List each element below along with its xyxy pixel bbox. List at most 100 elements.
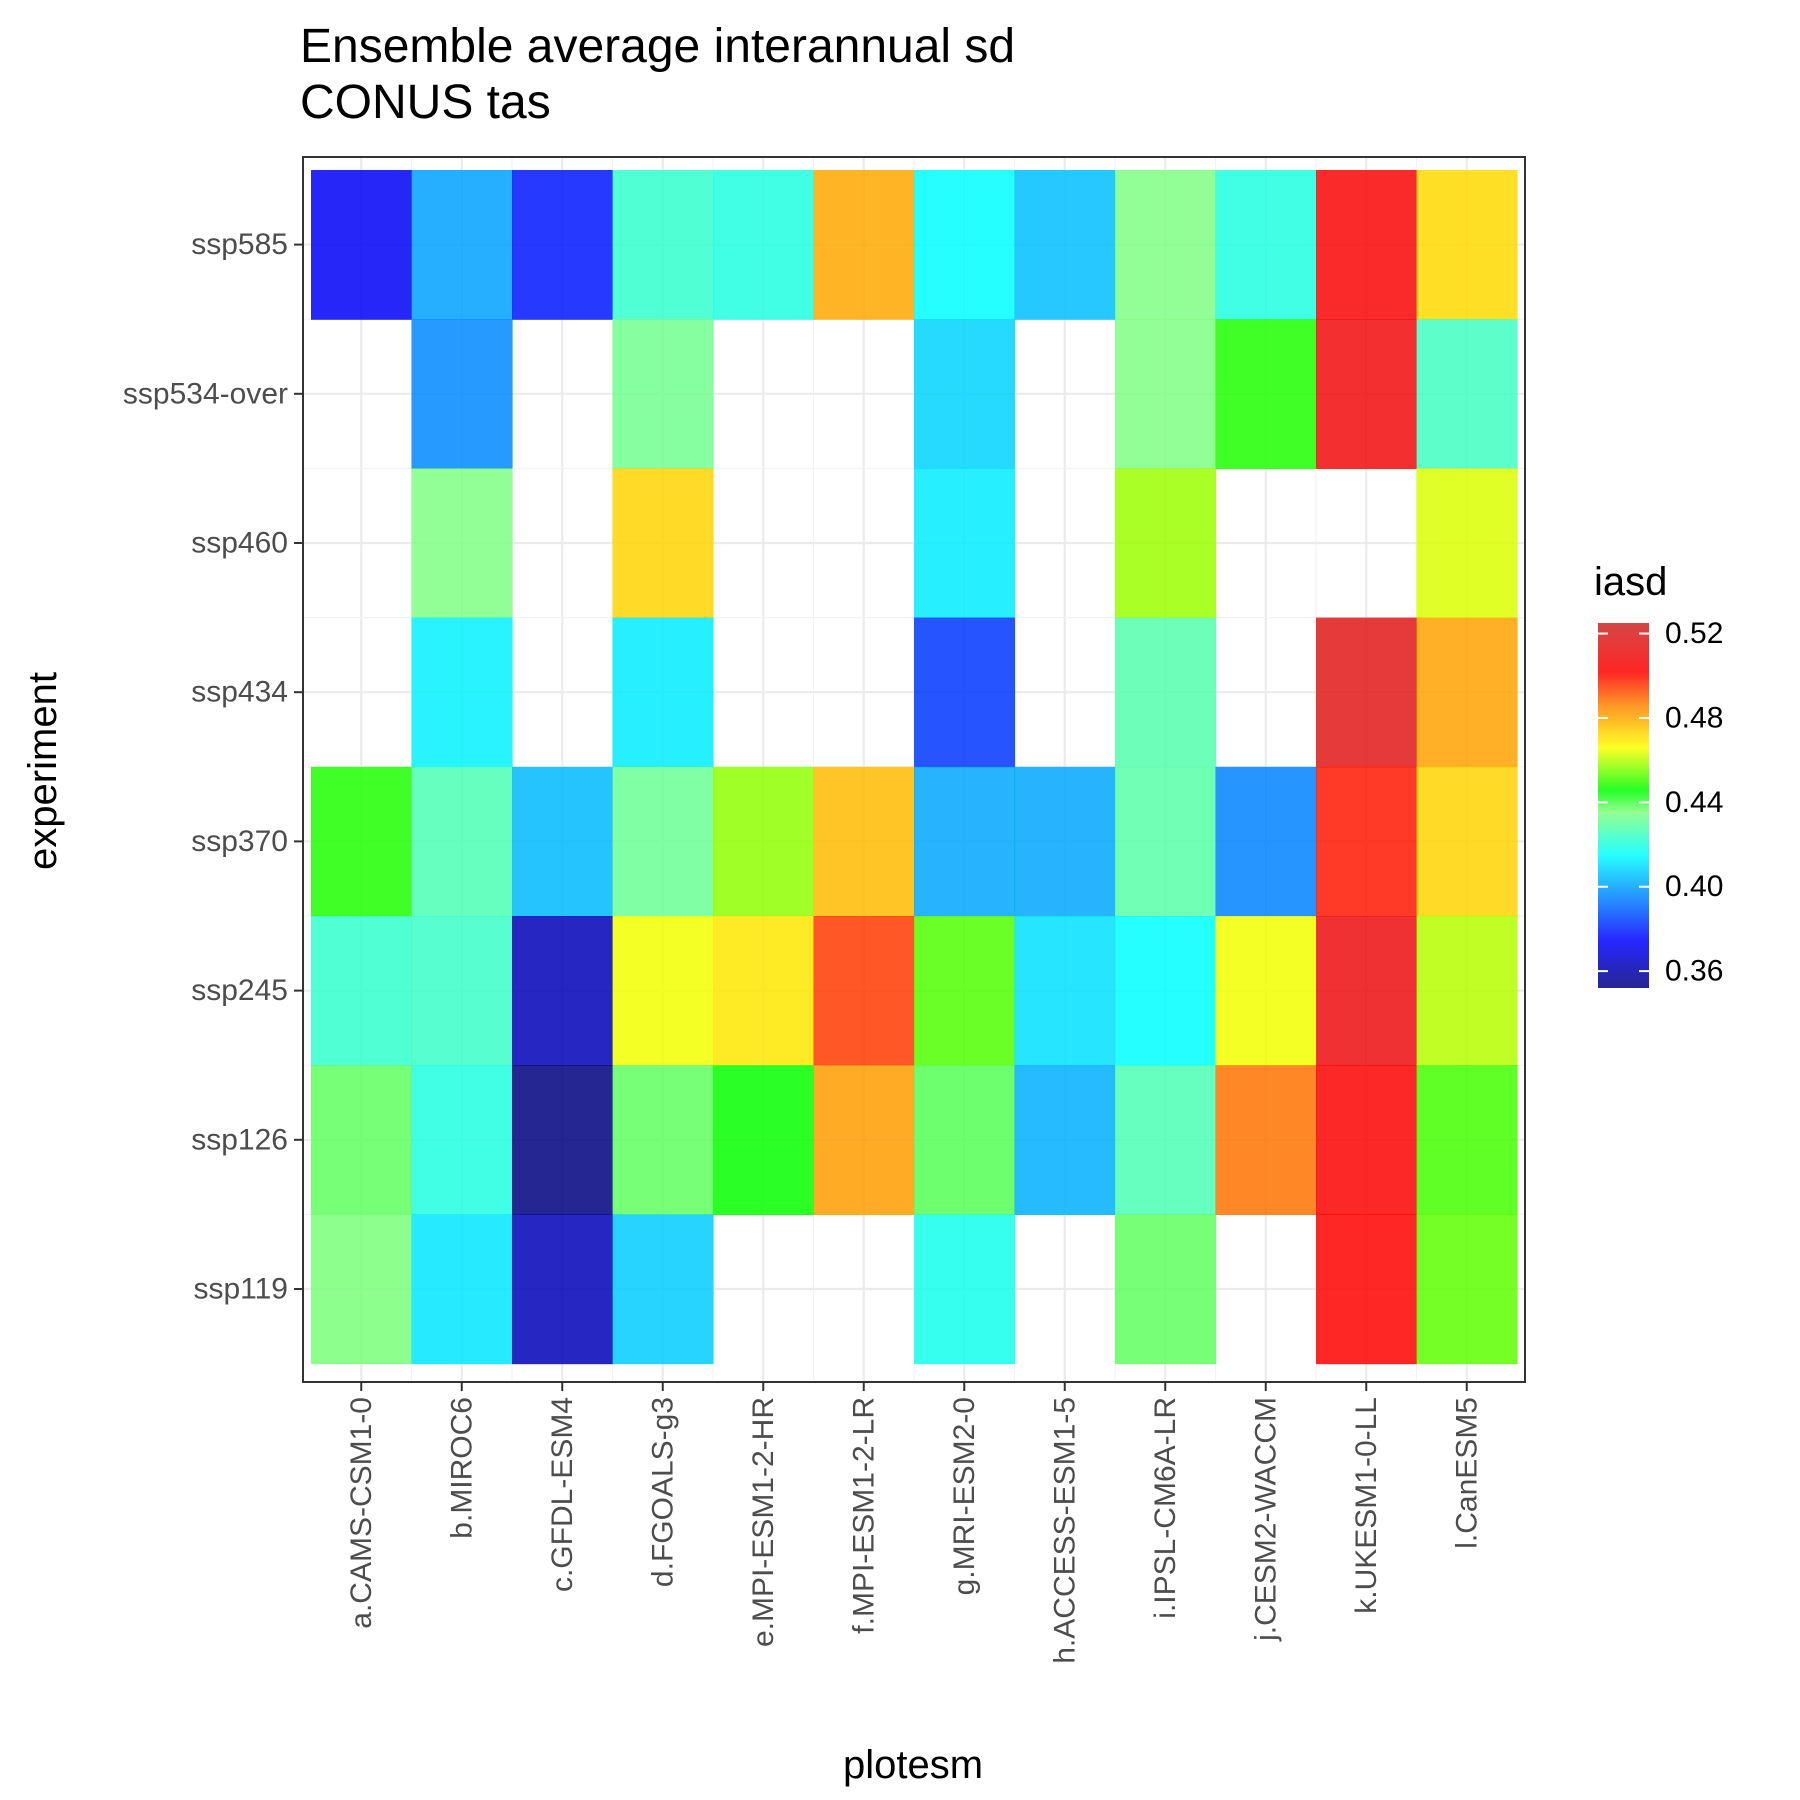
heatmap-cell-ssp434-g-mri-esm2-0 [914,617,1016,768]
heatmap-cell-ssp245-k-ukesm1-0-ll [1316,916,1418,1066]
heatmap-cell-ssp534-over-k-ukesm1-0-ll [1316,319,1418,469]
heatmap-cell-ssp126-c-gfdl-esm4 [512,1065,614,1215]
heatmap-cell-ssp126-l-canesm5 [1416,1065,1518,1215]
x-tick-label: d.FGOALS-g3 [646,1397,679,1587]
heatmap-cell-ssp585-k-ukesm1-0-ll [1316,170,1418,320]
x-tick-label: a.CAMS-CSM1-0 [345,1397,378,1629]
heatmap-cell-ssp370-a-cams-csm1-0 [311,766,413,917]
heatmap-cell-ssp534-over-d-fgoals-g3 [612,319,714,469]
heatmap-cell-ssp370-g-mri-esm2-0 [914,766,1016,917]
heatmap-cell-ssp126-i-ipsl-cm6a-lr [1115,1065,1217,1215]
x-axis-ticks: a.CAMS-CSM1-0 b.MIROC6 c.GFDL-ESM4 d.FGOALS… [345,1382,1483,1664]
x-tick-label: j.CESM2-WACCM [1249,1397,1282,1642]
heatmap-cell-ssp585-e-mpi-esm1-2-hr [713,170,815,320]
y-tick-label: ssp119 [193,1273,288,1306]
legend-title: iasd [1594,560,1667,604]
heatmap-cell-ssp126-h-access-esm1-5 [1014,1065,1116,1215]
heatmap-cell-ssp434-i-ipsl-cm6a-lr [1115,617,1217,768]
heatmap-cell-ssp460-g-mri-esm2-0 [914,468,1016,619]
x-tick-label: f.MPI-ESM1-2-LR [847,1397,880,1634]
heatmap-cell-ssp460-i-ipsl-cm6a-lr [1115,468,1217,619]
y-tick-label: ssp126 [191,1123,288,1156]
y-axis-title: experiment [21,672,65,870]
heatmap-cell-ssp534-over-b-miroc6 [411,319,513,469]
heatmap-cell-ssp585-a-cams-csm1-0 [311,170,413,320]
heatmap-cell-ssp119-g-mri-esm2-0 [914,1214,1016,1365]
heatmap-cell-ssp370-b-miroc6 [411,766,513,917]
heatmap-cell-ssp119-a-cams-csm1-0 [311,1214,413,1365]
heatmap-cell-ssp370-l-canesm5 [1416,766,1518,917]
heatmap-cell-ssp245-l-canesm5 [1416,916,1518,1066]
heatmap-cell-ssp585-l-canesm5 [1416,170,1518,320]
heatmap-cell-ssp245-e-mpi-esm1-2-hr [713,916,815,1066]
heatmap-cell-ssp245-g-mri-esm2-0 [914,916,1016,1066]
x-tick-label: l.CanESM5 [1450,1397,1483,1549]
y-tick-label: ssp585 [191,228,288,261]
heatmap-cell-ssp245-c-gfdl-esm4 [512,916,614,1066]
x-tick-label: g.MRI-ESM2-0 [948,1397,981,1595]
heatmap-cell-ssp245-d-fgoals-g3 [612,916,714,1066]
heatmap-cell-ssp126-d-fgoals-g3 [612,1065,714,1215]
y-tick-label: ssp245 [191,974,288,1007]
x-tick-label: b.MIROC6 [445,1397,478,1539]
heatmap-cell-ssp245-a-cams-csm1-0 [311,916,413,1066]
heatmap-cell-ssp585-g-mri-esm2-0 [914,170,1016,320]
heatmap-cell-ssp434-l-canesm5 [1416,617,1518,768]
heatmap-cell-ssp434-d-fgoals-g3 [612,617,714,768]
color-legend: iasd 0.36 0.40 0.44 0.48 0.52 [1594,560,1723,988]
heatmap-cell-ssp126-k-ukesm1-0-ll [1316,1065,1418,1215]
legend-tick-label: 0.48 [1665,701,1723,734]
legend-tick-label: 0.40 [1665,870,1723,903]
legend-tick-label: 0.36 [1665,955,1723,988]
heatmap-cell-ssp585-i-ipsl-cm6a-lr [1115,170,1217,320]
heatmap-cell-ssp126-b-miroc6 [411,1065,513,1215]
heatmap-cell-ssp126-j-cesm2-waccm [1215,1065,1317,1215]
x-tick-label: h.ACCESS-ESM1-5 [1048,1397,1081,1664]
legend-colorbar [1598,623,1649,988]
heatmap-cell-ssp370-e-mpi-esm1-2-hr [713,766,815,917]
heatmap-cell-ssp460-d-fgoals-g3 [612,468,714,619]
heatmap-cell-ssp585-h-access-esm1-5 [1014,170,1116,320]
heatmap-cell-ssp245-i-ipsl-cm6a-lr [1115,916,1217,1066]
heatmap-cell-ssp460-l-canesm5 [1416,468,1518,619]
y-tick-label: ssp534-over [123,377,288,410]
heatmap-cell-ssp370-f-mpi-esm1-2-lr [813,766,915,917]
heatmap-cell-ssp585-b-miroc6 [411,170,513,320]
heatmap-cell-ssp370-k-ukesm1-0-ll [1316,766,1418,917]
panel-border [302,156,1526,1383]
heatmap-cell-ssp245-h-access-esm1-5 [1014,916,1116,1066]
legend-tick-label: 0.44 [1665,786,1723,819]
heatmap-cell-ssp370-i-ipsl-cm6a-lr [1115,766,1217,917]
heatmap-cell-ssp245-b-miroc6 [411,916,513,1066]
heatmap-cell-ssp534-over-g-mri-esm2-0 [914,319,1016,469]
heatmap-cell-ssp585-d-fgoals-g3 [612,170,714,320]
heatmap-cell-ssp460-b-miroc6 [411,468,513,619]
y-tick-label: ssp434 [191,676,288,709]
heatmap-cell-ssp126-g-mri-esm2-0 [914,1065,1016,1215]
heatmap-cell-ssp585-c-gfdl-esm4 [512,170,614,320]
heatmap-cell-ssp370-h-access-esm1-5 [1014,766,1116,917]
y-tick-label: ssp370 [191,825,288,858]
heatmap-cell-ssp534-over-l-canesm5 [1416,319,1518,469]
heatmap-cell-ssp434-k-ukesm1-0-ll [1316,617,1418,768]
chart-title-line2: CONUS tas [300,76,551,129]
heatmap-cell-ssp119-l-canesm5 [1416,1214,1518,1365]
x-tick-label: c.GFDL-ESM4 [546,1397,579,1592]
heatmap-cell-ssp119-d-fgoals-g3 [612,1214,714,1365]
heatmap-cell-ssp126-f-mpi-esm1-2-lr [813,1065,915,1215]
heatmap-cell-ssp119-b-miroc6 [411,1214,513,1365]
heatmap-cell-ssp245-f-mpi-esm1-2-lr [813,916,915,1066]
heatmap-cell-ssp370-c-gfdl-esm4 [512,766,614,917]
legend-tick-label: 0.52 [1665,617,1723,650]
heatmap-cell-ssp119-c-gfdl-esm4 [512,1214,614,1365]
plot-panel [302,156,1526,1383]
heatmap-cell-ssp126-a-cams-csm1-0 [311,1065,413,1215]
x-tick-label: i.IPSL-CM6A-LR [1149,1397,1182,1619]
heatmap-cell-ssp370-j-cesm2-waccm [1215,766,1317,917]
heatmap-cell-ssp370-d-fgoals-g3 [612,766,714,917]
heatmap-cell-ssp585-j-cesm2-waccm [1215,170,1317,320]
x-tick-label: k.UKESM1-0-LL [1350,1397,1383,1614]
heatmap-cell-ssp126-e-mpi-esm1-2-hr [713,1065,815,1215]
chart-title-line1: Ensemble average interannual sd [300,20,1015,73]
